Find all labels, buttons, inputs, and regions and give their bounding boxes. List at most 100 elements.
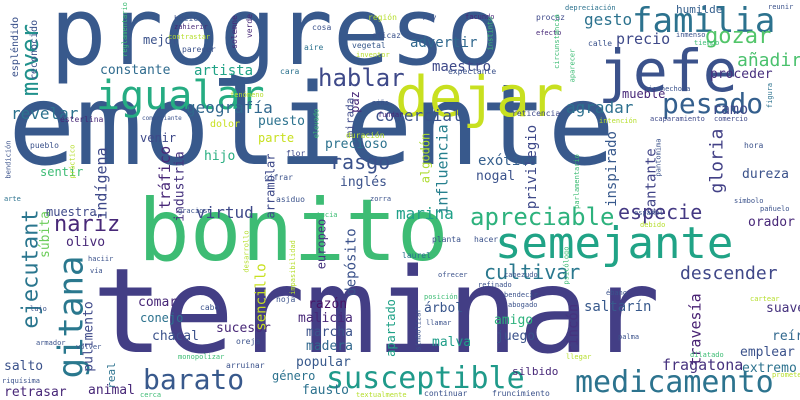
cloud-word: familia	[632, 1, 776, 41]
cloud-word: jefe	[598, 37, 738, 105]
cloud-word: vía	[90, 267, 103, 275]
cloud-word: medicamento	[575, 365, 774, 400]
cloud-word: muestra	[46, 205, 97, 219]
cloud-word: pulimento	[81, 301, 97, 372]
cloud-word: género	[272, 369, 316, 383]
cloud-word: bendición	[4, 140, 13, 179]
cloud-word: palma	[618, 333, 640, 341]
cloud-word: contrastar	[168, 33, 211, 41]
cloud-word: algodón	[418, 132, 433, 184]
cloud-word: fruncimiento	[492, 389, 550, 398]
cloud-word: geografía	[186, 98, 273, 117]
cloud-word: espléndido	[10, 16, 22, 78]
cloud-word: volver	[76, 343, 102, 351]
cloud-word: zorra	[370, 195, 392, 203]
cloud-word: bendecir	[504, 291, 538, 299]
cloud-word: saltarín	[584, 299, 652, 315]
cloud-word: popular	[296, 355, 351, 370]
cloud-word: rasgo	[330, 150, 391, 174]
cloud-word: real	[104, 362, 118, 389]
cloud-word: aire	[304, 43, 324, 52]
cloud-word: hocico	[174, 14, 203, 23]
cloud-word: fenómeno	[230, 91, 264, 99]
cloud-word: mueble	[622, 87, 666, 101]
cloud-word: conejo	[140, 311, 184, 325]
cloud-word: suave	[766, 301, 800, 316]
cloud-word: astucia	[308, 211, 338, 219]
cloud-word: agradar	[566, 98, 634, 117]
cloud-word: exótico	[478, 153, 538, 169]
cloud-word: hoja	[276, 295, 296, 304]
cloud-word: retrasar	[4, 385, 67, 400]
cloud-word: comercial	[375, 106, 462, 125]
cloud-word: llamar	[426, 319, 452, 327]
cloud-word: descender	[680, 263, 778, 284]
cloud-word: constante	[100, 63, 171, 78]
cloud-word: asiduo	[276, 195, 305, 204]
cloud-word: planta	[432, 235, 461, 244]
cloud-word: laurel	[402, 251, 431, 260]
cloud-word: pesado	[662, 87, 764, 120]
cloud-word: cabezudo	[504, 271, 538, 279]
cloud-word: práctico	[68, 144, 77, 179]
cloud-word: virtud	[196, 203, 254, 222]
cloud-word: sucesor	[216, 321, 271, 336]
cloud-word: pantomima	[654, 138, 663, 177]
cloud-word: cartear	[750, 295, 780, 303]
cloud-word: gozar	[705, 24, 772, 49]
cloud-word: reír	[772, 329, 800, 344]
cloud-word: expectante	[448, 67, 497, 76]
cloud-word: parte	[258, 131, 295, 145]
cloud-word: textualmente	[356, 391, 407, 399]
cloud-word: nogal	[476, 169, 516, 184]
cloud-word: fragatona	[662, 356, 744, 374]
cloud-word: juego	[496, 329, 536, 344]
cloud-word: reticencia	[512, 109, 561, 118]
cloud-word: precioso	[325, 137, 388, 152]
cloud-word: pueblo	[30, 141, 59, 150]
cloud-word: depósito	[343, 228, 360, 296]
cloud-word: solemne	[229, 15, 239, 49]
cloud-word: venir	[140, 131, 177, 145]
cloud-word: maestro	[432, 59, 492, 75]
cloud-word: malva	[432, 335, 472, 350]
cloud-word: instinto	[486, 16, 495, 51]
cloud-word: monopolizar	[178, 353, 225, 361]
cloud-word: posición	[424, 293, 458, 301]
cloud-word: arte	[4, 195, 21, 203]
cloud-word: continuar	[424, 389, 468, 398]
cloud-word: arramblar	[263, 153, 278, 219]
cloud-word: gloria	[706, 128, 728, 194]
cloud-word: llegar	[566, 353, 592, 361]
cloud-word: simbolizar	[414, 308, 423, 351]
cloud-word: tiempo	[694, 39, 720, 47]
cloud-word: hijo	[204, 149, 236, 164]
cloud-word: inspirado	[603, 131, 620, 207]
cloud-word: puesto	[258, 114, 305, 129]
cloud-word: prometer	[772, 371, 800, 379]
cloud-word: reunir	[768, 3, 794, 11]
cloud-word: apreciable	[470, 203, 615, 231]
cloud-word: terminar	[92, 242, 661, 380]
cloud-word: madera	[306, 339, 353, 354]
cloud-word: proceder	[710, 67, 773, 82]
cloud-word: psicólogo	[562, 246, 571, 285]
cloud-word: facundo	[465, 13, 495, 21]
cloud-word: malicia	[298, 311, 353, 326]
cloud-word: nariz	[54, 212, 121, 237]
cloud-word: zahierir	[174, 23, 208, 31]
cloud-word: cifrar	[264, 173, 293, 182]
cloud-word: debido	[640, 221, 666, 229]
cloud-word: mejor	[143, 33, 180, 47]
cloud-word: inglés	[340, 175, 387, 190]
cloud-word: fausto	[302, 383, 349, 398]
cloud-word: gracioso	[178, 207, 212, 215]
cloud-word: añadir	[737, 50, 800, 71]
cloud-word: gesto	[584, 10, 633, 29]
cloud-word: emoliente	[8, 61, 615, 191]
cloud-word: hacer	[474, 235, 499, 244]
cloud-word: indígena	[92, 147, 111, 220]
cloud-word: cultivar	[484, 260, 581, 284]
cloud-word: abogado	[508, 301, 538, 309]
